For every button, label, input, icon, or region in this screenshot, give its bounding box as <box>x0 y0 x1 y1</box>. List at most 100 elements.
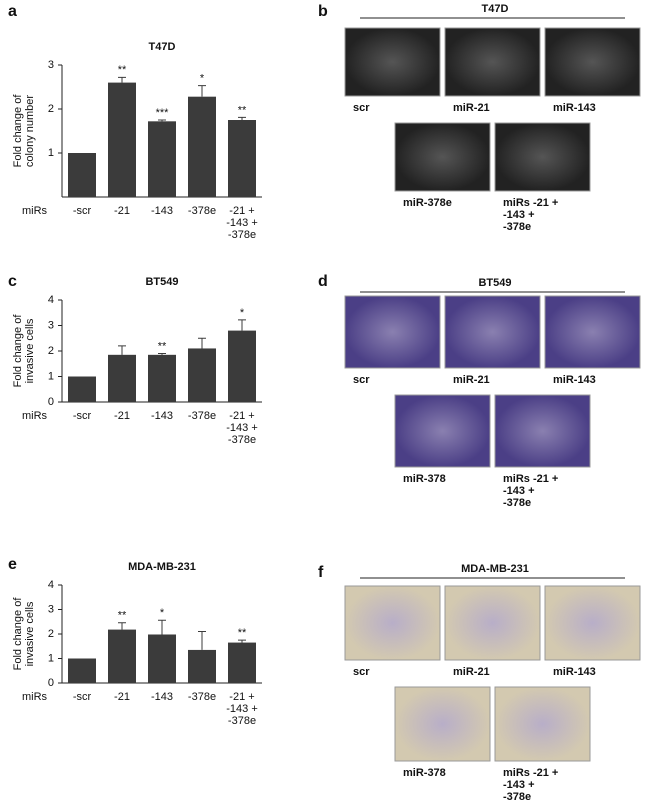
image-caption: miR-143 <box>553 666 596 678</box>
x-tick-label: -scr <box>72 205 92 217</box>
x-tick-label-box: -378e <box>187 205 217 217</box>
y-tick-label: 4 <box>48 579 54 591</box>
bar <box>188 649 216 683</box>
x-tick-label-box: -21 + -143 + -378e <box>226 691 258 727</box>
bar <box>148 121 176 197</box>
x-tick-label: -21 + -143 + -378e <box>226 205 258 241</box>
x-tick-label-box: -378e <box>188 691 216 703</box>
y-tick-label: 2 <box>48 103 54 115</box>
image-caption-box: miR-21 <box>453 102 490 114</box>
image-caption-box: miR-21 <box>453 666 490 678</box>
bar <box>68 376 96 402</box>
micrograph <box>344 27 441 97</box>
error-bar <box>238 639 246 643</box>
bar <box>108 629 136 683</box>
micrograph <box>494 122 591 192</box>
x-tick-label: -21 + -143 + -378e <box>226 410 258 446</box>
bar <box>148 354 176 402</box>
panel-letter: c <box>8 273 17 290</box>
x-axis-label: miRs <box>22 410 48 422</box>
image-caption-box: miR-143 <box>553 666 596 678</box>
panel-title: MDA-MB-231 <box>461 563 529 575</box>
x-tick-label-box: -143 <box>150 691 174 703</box>
y-axis-label-box: Fold change of invasive cells <box>12 314 36 388</box>
panel-title: BT549 <box>478 277 511 289</box>
error-bar <box>118 345 126 355</box>
image-caption: miRs -21 + -143 + -378e <box>503 473 559 509</box>
significance-label: * <box>160 607 165 619</box>
micrograph <box>544 27 641 97</box>
micrograph <box>394 686 491 762</box>
image-caption: scr <box>353 374 370 386</box>
bar <box>108 82 136 197</box>
bar <box>228 330 256 402</box>
image-caption-box: scr <box>353 374 370 386</box>
micrograph <box>494 394 591 468</box>
y-axis-label: Fold change of invasive cells <box>12 314 36 388</box>
error-bar <box>158 353 166 355</box>
significance-label: ** <box>238 627 247 639</box>
y-tick-label: 3 <box>48 319 54 331</box>
chart-title: MDA-MB-231 <box>128 561 196 573</box>
y-tick-label: 1 <box>48 370 54 382</box>
y-axis-label-box: Fold change of invasive cells <box>12 597 36 671</box>
error-bar <box>158 619 166 635</box>
x-tick-label-box: -21 + -143 + -378e <box>226 410 258 446</box>
image-caption: scr <box>353 102 370 114</box>
x-axis-label: miRs <box>22 691 48 703</box>
error-bar <box>238 116 246 120</box>
error-bar <box>198 337 206 349</box>
x-tick-label: -21 <box>114 410 130 422</box>
significance-label: *** <box>156 107 170 119</box>
y-tick-label: 3 <box>48 59 54 71</box>
micrograph <box>494 686 591 762</box>
panel-title: T47D <box>482 3 509 15</box>
bar <box>68 153 96 197</box>
x-tick-label: -21 <box>114 691 130 703</box>
x-tick-label-box: -scr <box>72 205 92 217</box>
image-caption-box: scr <box>353 666 370 678</box>
y-tick-label: 0 <box>48 396 54 408</box>
y-tick-label: 2 <box>48 628 54 640</box>
image-caption: scr <box>353 666 370 678</box>
x-tick-label: -378e <box>187 410 217 422</box>
y-tick-label: 3 <box>48 603 54 615</box>
image-caption: miR-21 <box>453 102 490 114</box>
y-axis-label: Fold change of colony number <box>12 94 36 168</box>
image-caption-box: miR-378e <box>403 197 452 209</box>
chart-title: BT549 <box>145 276 178 288</box>
x-tick-label-box: -378e <box>187 410 217 422</box>
micrograph <box>394 122 491 192</box>
x-tick-label-box: -21 + -143 + -378e <box>226 205 258 241</box>
x-tick-label-box: -143 <box>150 410 174 422</box>
x-axis-label: miRs <box>22 205 48 217</box>
bar <box>228 120 256 197</box>
error-bar <box>198 85 206 97</box>
y-axis-label: Fold change of invasive cells <box>12 597 36 671</box>
panel-letter: e <box>8 556 17 573</box>
bar <box>228 642 256 683</box>
image-caption-box: miR-378 <box>403 473 446 485</box>
x-tick-label-box: -scr <box>72 410 92 422</box>
x-tick-label: -378e <box>187 205 217 217</box>
micrograph <box>444 27 541 97</box>
panel-letter: a <box>8 3 17 20</box>
bar <box>188 348 216 402</box>
error-bar <box>238 319 246 331</box>
bar <box>68 658 96 683</box>
significance-label: ** <box>118 610 127 622</box>
x-tick-label: -143 <box>150 410 174 422</box>
micrograph <box>344 295 441 369</box>
x-tick-label: -143 <box>150 691 174 703</box>
x-tick-label: -scr <box>72 691 92 703</box>
micrograph <box>444 295 541 369</box>
image-caption-box: miR-143 <box>553 102 596 114</box>
image-caption-box: miR-21 <box>453 374 490 386</box>
x-tick-label-box: -21 <box>114 205 130 217</box>
image-caption-box: miRs -21 + -143 + -378e <box>503 473 559 509</box>
y-tick-label: 1 <box>48 147 54 159</box>
image-caption: miR-378 <box>403 767 446 779</box>
image-caption-box: scr <box>353 102 370 114</box>
x-tick-label: -scr <box>72 410 92 422</box>
